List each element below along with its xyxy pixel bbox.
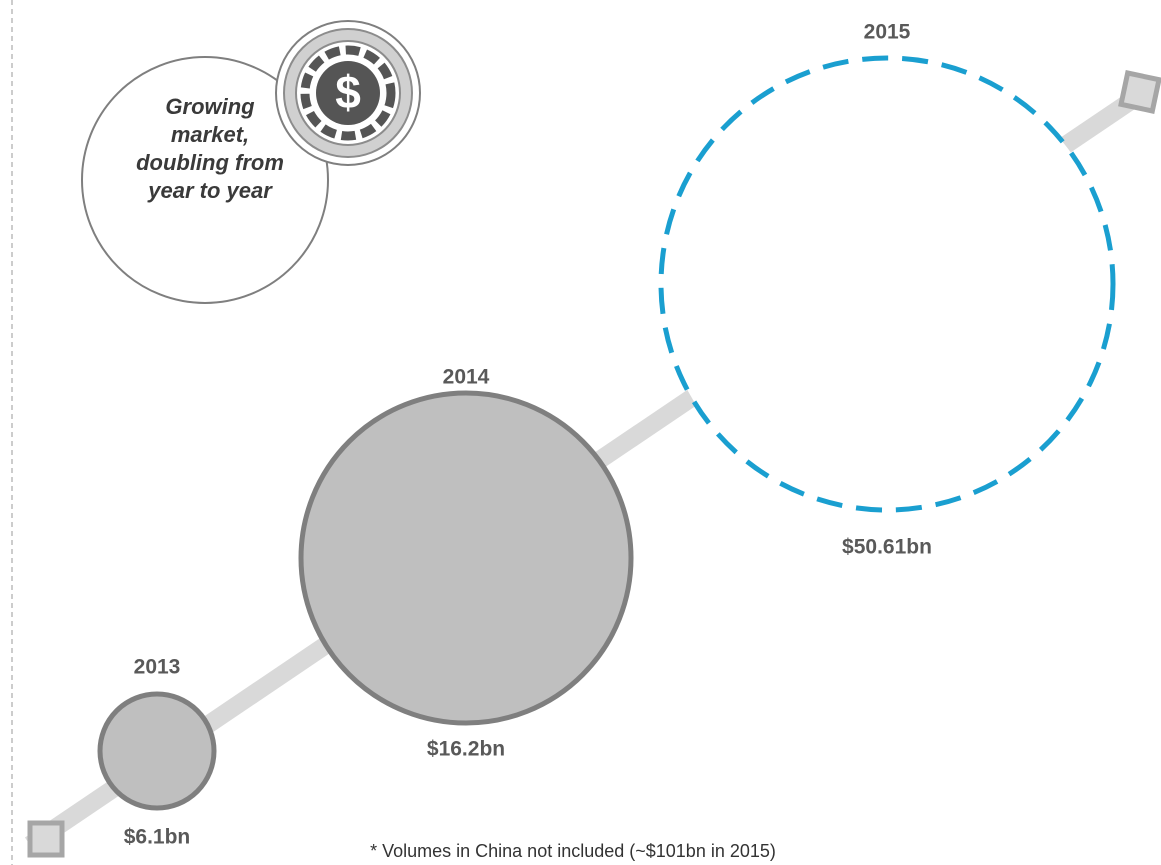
value-label: $6.1bn — [124, 826, 191, 849]
callout-line: year to year — [147, 178, 273, 203]
year-label: 2013 — [134, 656, 181, 679]
callout-line: doubling from — [136, 150, 284, 175]
year-label: 2015 — [864, 21, 911, 44]
footnote: * Volumes in China not included (~$101bn… — [370, 841, 776, 861]
bubble-2013 — [97, 691, 217, 811]
bubble-2014 — [298, 390, 634, 726]
svg-text:$: $ — [335, 66, 361, 118]
callout-line: market, — [171, 122, 249, 147]
coin-icon: $ — [275, 20, 421, 166]
callout-line: Growing — [165, 94, 255, 119]
road-end — [27, 820, 65, 858]
value-label: $50.61bn — [842, 536, 932, 559]
bubble-2015 — [658, 55, 1116, 513]
road-end — [1118, 70, 1161, 114]
value-label: $16.2bn — [427, 738, 505, 761]
callout-circle — [81, 56, 329, 304]
year-label: 2014 — [443, 366, 490, 389]
